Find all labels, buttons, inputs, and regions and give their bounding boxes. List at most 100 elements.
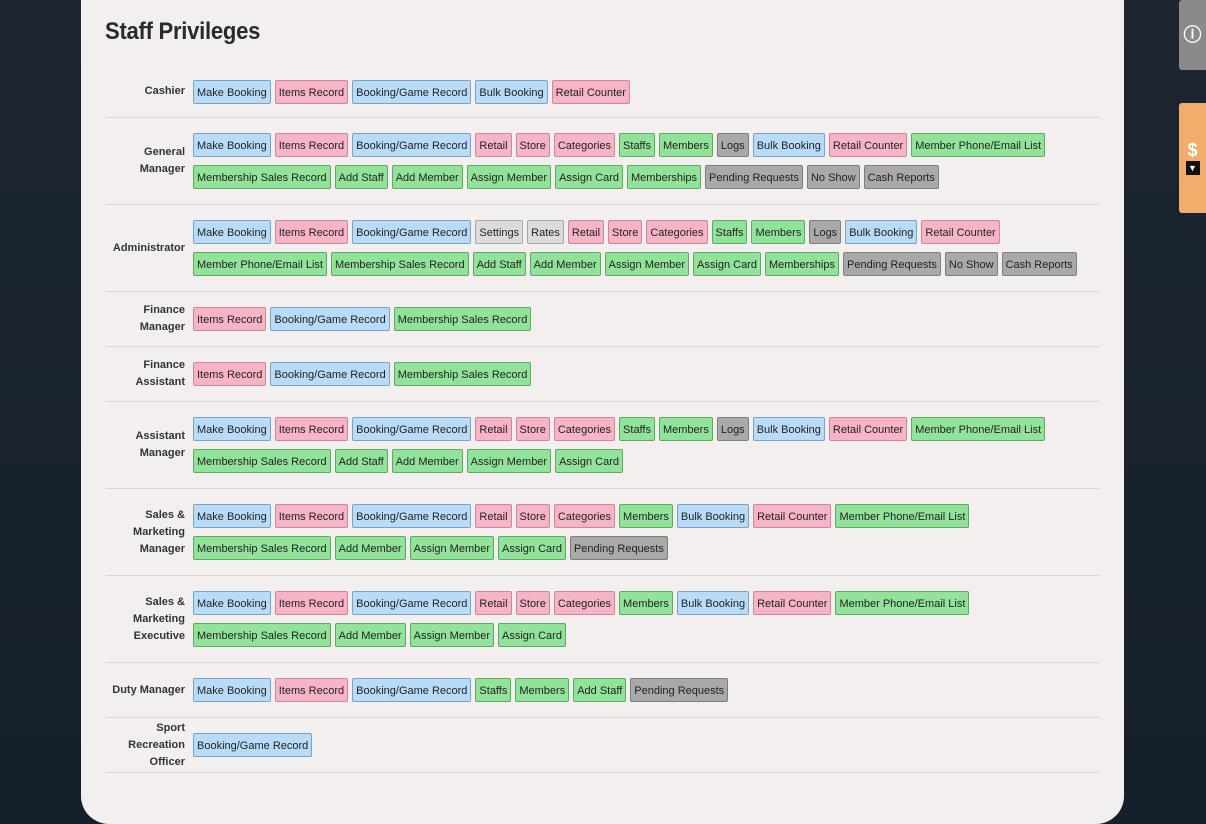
permission-tag[interactable]: Categories	[646, 220, 708, 244]
permission-tag[interactable]: Add Staff	[472, 252, 526, 276]
permission-tag[interactable]: Add Member	[334, 536, 406, 560]
permission-tag[interactable]: Items Record	[274, 417, 349, 441]
permission-tag[interactable]: Retail	[475, 133, 512, 157]
permission-tag[interactable]: Add Staff	[573, 678, 627, 702]
permission-tag[interactable]: Bulk Booking	[752, 417, 825, 441]
permission-tag[interactable]: Store	[515, 417, 550, 441]
permission-tag[interactable]: Add Member	[334, 623, 406, 647]
permission-tag[interactable]: Membership Sales Record	[330, 252, 469, 276]
permission-tag[interactable]: Bulk Booking	[475, 79, 548, 104]
permission-tag[interactable]: Booking/Game Record	[270, 307, 390, 331]
permission-tag[interactable]: Member Phone/Email List	[911, 417, 1046, 441]
info-side-button[interactable]: ⓘ	[1179, 0, 1206, 70]
permission-tag[interactable]: Store	[515, 591, 550, 615]
permission-tag[interactable]: Members	[619, 591, 673, 615]
permission-tag[interactable]: Retail	[475, 504, 512, 528]
permission-tag[interactable]: Retail	[567, 220, 605, 244]
permission-tag[interactable]: Assign Member	[409, 623, 495, 647]
permission-tag[interactable]: Logs	[716, 417, 749, 441]
permission-tag[interactable]: Make Booking	[193, 504, 271, 528]
permission-tag[interactable]: Membership Sales Record	[193, 449, 331, 473]
permission-tag[interactable]: Booking/Game Record	[352, 591, 472, 615]
permission-tag[interactable]: Items Record	[193, 307, 267, 331]
permission-tag[interactable]: Settings	[475, 220, 524, 244]
permission-tag[interactable]: Staffs	[619, 133, 655, 157]
permission-tag[interactable]: Booking/Game Record	[352, 504, 472, 528]
permission-tag[interactable]: Logs	[716, 133, 749, 157]
permission-tag[interactable]: Bulk Booking	[676, 591, 750, 615]
permission-tag[interactable]: Bulk Booking	[845, 220, 918, 244]
permission-tag[interactable]: Make Booking	[193, 79, 271, 104]
permission-tag[interactable]: Assign Card	[693, 252, 761, 276]
permission-tag[interactable]: Staffs	[619, 417, 655, 441]
permission-tag[interactable]: Rates	[527, 220, 564, 244]
permission-tag[interactable]: Store	[515, 504, 550, 528]
permission-tag[interactable]: Staffs	[475, 678, 512, 702]
permission-tag[interactable]: Bulk Booking	[752, 133, 825, 157]
permission-tag[interactable]: Booking/Game Record	[352, 417, 472, 441]
permission-tag[interactable]: Booking/Game Record	[352, 220, 472, 244]
permission-tag[interactable]: Members	[658, 417, 713, 441]
permission-tag[interactable]: Members	[751, 220, 806, 244]
permission-tag[interactable]: Member Phone/Email List	[835, 504, 970, 528]
permission-tag[interactable]: Booking/Game Record	[193, 733, 313, 757]
permission-tag[interactable]: Make Booking	[193, 591, 271, 615]
permission-tag[interactable]: Pending Requests	[843, 252, 941, 276]
permission-tag[interactable]: Pending Requests	[569, 536, 668, 560]
permission-tag[interactable]: Make Booking	[193, 133, 271, 157]
permission-tag[interactable]: Retail Counter	[828, 133, 908, 157]
permission-tag[interactable]: Booking/Game Record	[352, 678, 472, 702]
permission-tag[interactable]: Items Record	[274, 220, 349, 244]
permission-tag[interactable]: Make Booking	[193, 678, 271, 702]
permission-tag[interactable]: Add Member	[391, 165, 463, 189]
permission-tag[interactable]: Items Record	[274, 79, 349, 104]
permission-tag[interactable]: Booking/Game Record	[352, 133, 472, 157]
permission-tag[interactable]: No Show	[944, 252, 998, 276]
permission-tag[interactable]: Retail	[475, 591, 512, 615]
permission-tag[interactable]: Categories	[553, 417, 616, 441]
permission-tag[interactable]: Membership Sales Record	[393, 362, 532, 386]
permission-tag[interactable]: Members	[658, 133, 713, 157]
permission-tag[interactable]: Member Phone/Email List	[911, 133, 1046, 157]
permission-tag[interactable]: Retail Counter	[828, 417, 908, 441]
permission-tag[interactable]: Member Phone/Email List	[193, 252, 327, 276]
permission-tag[interactable]: Members	[619, 504, 673, 528]
permission-tag[interactable]: Categories	[553, 133, 616, 157]
permission-tag[interactable]: Assign Member	[409, 536, 495, 560]
permission-tag[interactable]: Members	[515, 678, 570, 702]
permission-tag[interactable]: Membership Sales Record	[193, 165, 331, 189]
permission-tag[interactable]: Assign Card	[555, 165, 624, 189]
permission-tag[interactable]: Make Booking	[193, 417, 271, 441]
permission-tag[interactable]: Assign Card	[498, 623, 566, 647]
permission-tag[interactable]: Categories	[553, 504, 616, 528]
permission-tag[interactable]: Assign Card	[498, 536, 566, 560]
permission-tag[interactable]: Pending Requests	[630, 678, 729, 702]
permission-tag[interactable]: Add Staff	[334, 449, 388, 473]
permission-tag[interactable]: Memberships	[627, 165, 702, 189]
permission-tag[interactable]: Logs	[809, 220, 842, 244]
permission-tag[interactable]: Categories	[553, 591, 616, 615]
permission-tag[interactable]: Items Record	[274, 591, 349, 615]
permission-tag[interactable]: Items Record	[274, 504, 349, 528]
permission-tag[interactable]: Member Phone/Email List	[835, 591, 970, 615]
permission-tag[interactable]: Make Booking	[193, 220, 271, 244]
permission-tag[interactable]: Store	[515, 133, 550, 157]
permission-tag[interactable]: Add Member	[529, 252, 601, 276]
permission-tag[interactable]: Pending Requests	[705, 165, 803, 189]
permission-tag[interactable]: Booking/Game Record	[270, 362, 390, 386]
permission-tag[interactable]: Bulk Booking	[676, 504, 750, 528]
permission-tag[interactable]: Staffs	[711, 220, 748, 244]
permission-tag[interactable]: Membership Sales Record	[393, 307, 532, 331]
permission-tag[interactable]: Assign Member	[466, 449, 552, 473]
permission-tag[interactable]: Retail Counter	[921, 220, 1000, 244]
permission-tag[interactable]: Retail Counter	[551, 79, 630, 104]
permission-tag[interactable]: Membership Sales Record	[193, 536, 331, 560]
permission-tag[interactable]: Retail Counter	[753, 591, 832, 615]
permission-tag[interactable]: Cash Reports	[863, 165, 939, 189]
permission-tag[interactable]: Membership Sales Record	[193, 623, 331, 647]
permission-tag[interactable]: Retail	[475, 417, 512, 441]
permission-tag[interactable]: Items Record	[193, 362, 267, 386]
permission-tag[interactable]: Booking/Game Record	[352, 79, 472, 104]
permission-tag[interactable]: Store	[608, 220, 643, 244]
permission-tag[interactable]: Assign Card	[555, 449, 624, 473]
